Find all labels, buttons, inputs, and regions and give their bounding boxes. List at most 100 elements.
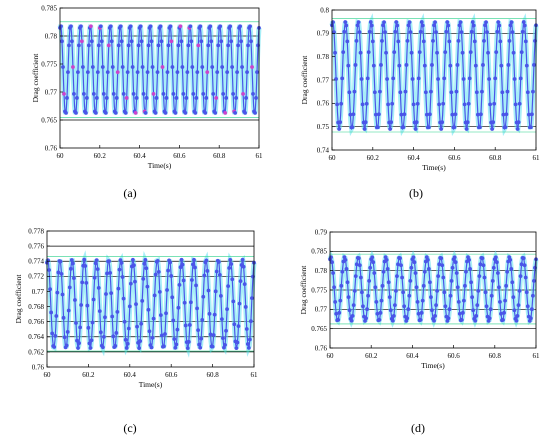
data-point: [402, 304, 407, 309]
data-point: [381, 23, 385, 28]
data-point: [359, 275, 363, 280]
data-point: [347, 90, 352, 95]
data-point: [232, 322, 237, 327]
data-point: [512, 308, 517, 313]
data-point: [208, 24, 213, 29]
data-point: [159, 39, 164, 44]
data-point: [88, 24, 93, 29]
data-point: [199, 336, 204, 341]
data-point: [370, 255, 375, 260]
data-point: [62, 91, 66, 96]
data-point: [134, 96, 139, 100]
data-point: [138, 24, 143, 29]
x-axis-title: Time(s): [148, 161, 172, 170]
data-point: [515, 313, 520, 318]
axes-frame: [59, 7, 260, 149]
data-point: [226, 284, 231, 289]
data-point: [518, 76, 523, 81]
y-tick-label: 0.765: [311, 325, 327, 333]
data-point: [497, 23, 502, 28]
data-point: [78, 325, 83, 330]
data-point: [190, 65, 195, 69]
data-point: [522, 263, 527, 268]
data-point: [130, 65, 135, 69]
data-point: [166, 43, 171, 48]
data-point: [422, 269, 427, 274]
data-point: [253, 111, 257, 115]
data-point: [165, 70, 170, 75]
data-point: [151, 91, 156, 96]
data-point: [480, 256, 485, 261]
data-point: [521, 20, 526, 24]
data-point: [165, 288, 169, 292]
y-tick-label: 0.79: [315, 228, 328, 236]
data-point: [66, 308, 71, 313]
data-point: [447, 307, 452, 312]
x-tick-label: 60.2: [365, 352, 378, 360]
data-point: [343, 257, 348, 262]
data-point: [526, 112, 531, 117]
data-point: [471, 23, 476, 28]
data-point: [411, 255, 416, 260]
data-point: [115, 310, 120, 314]
data-point: [474, 313, 479, 318]
data-point: [507, 38, 512, 43]
data-point: [75, 96, 79, 100]
data-point: [134, 302, 138, 307]
data-point: [74, 111, 78, 115]
data-point: [368, 265, 373, 270]
data-point: [391, 76, 396, 81]
data-point: [229, 262, 234, 266]
data-point: [128, 24, 133, 29]
data-point: [343, 20, 348, 24]
data-point: [219, 39, 224, 44]
data-point: [418, 317, 423, 322]
data-point: [455, 63, 460, 67]
data-point: [180, 262, 185, 267]
data-point: [141, 91, 146, 96]
data-point: [510, 280, 515, 285]
data-point: [228, 257, 233, 262]
data-point: [155, 70, 160, 75]
data-point: [255, 70, 259, 75]
data-point: [174, 96, 179, 100]
chart-panel-a: 60 60.2 60.4 60.6 60.8 61 0.76 0.765 0.77 0.775 0.…: [31, 4, 263, 200]
data-point: [209, 39, 214, 44]
data-point: [211, 333, 216, 337]
data-point: [186, 339, 191, 344]
data-point: [517, 101, 522, 106]
data-point: [408, 279, 413, 283]
data-point: [76, 70, 80, 75]
x-tick-label: 60: [44, 371, 52, 379]
data-point: [387, 295, 392, 300]
data-point: [462, 102, 467, 107]
data-point: [86, 43, 91, 48]
data-point: [449, 279, 454, 283]
x-tick-label: 61: [256, 152, 264, 160]
data-point: [47, 268, 51, 272]
data-point: [67, 43, 71, 48]
data-point: [339, 283, 344, 288]
data-point: [218, 294, 223, 298]
data-point: [522, 23, 527, 28]
data-point: [464, 269, 468, 274]
data-point: [416, 311, 421, 316]
y-axis-title: Drag coefficient: [31, 53, 40, 103]
x-tick-label: 60.6: [448, 154, 461, 162]
data-point: [109, 291, 114, 296]
data-point: [96, 285, 101, 290]
data-point: [334, 77, 338, 81]
data-point: [409, 50, 414, 55]
data-point: [392, 50, 397, 55]
data-point: [466, 101, 471, 106]
data-point: [120, 275, 125, 279]
data-point: [396, 39, 401, 44]
data-point: [145, 284, 150, 289]
data-point: [525, 304, 530, 309]
data-point: [211, 91, 216, 96]
data-point: [239, 39, 243, 44]
y-axis-title: Drag coefficient: [299, 265, 308, 315]
data-point: [74, 321, 78, 325]
data-point: [184, 96, 189, 100]
data-point: [241, 91, 245, 96]
